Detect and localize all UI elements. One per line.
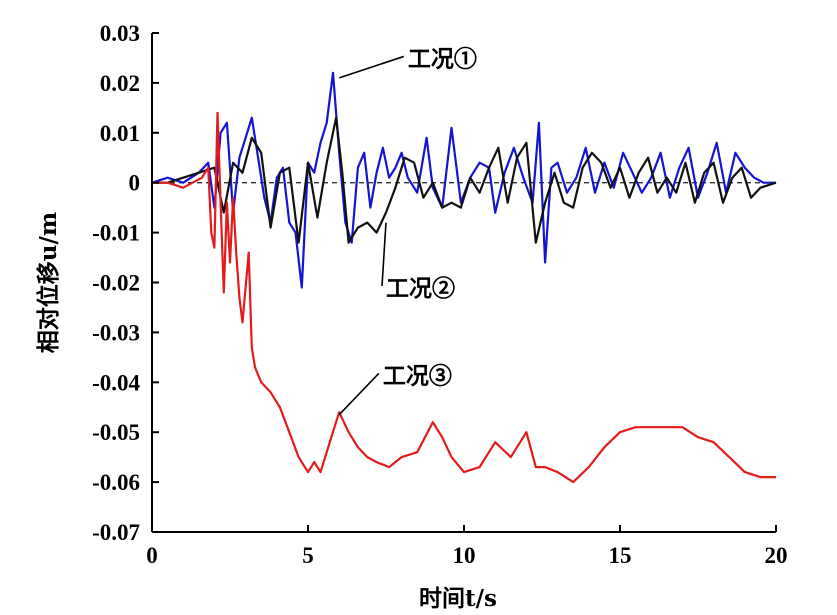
plot-area [151, 71, 777, 484]
x-tick-label: 15 [609, 543, 632, 568]
y-tick-label: -0.04 [92, 370, 140, 395]
y-tick-label: -0.07 [92, 520, 140, 545]
y-tick-label: -0.03 [92, 320, 140, 345]
y-tick-label: 0.03 [100, 21, 140, 46]
y-tick-label: -0.02 [92, 271, 140, 296]
x-tick-label: 10 [453, 543, 476, 568]
y-tick-label: -0.05 [92, 420, 140, 445]
series-line-2 [152, 116, 777, 244]
y-tick-label: -0.06 [92, 470, 140, 495]
y-axis-label: 相对位移u/m [35, 212, 62, 353]
annotation-leader-1 [338, 55, 405, 79]
y-tick-label: 0.02 [100, 71, 140, 96]
x-tick-label: 5 [302, 543, 314, 568]
annotation-leader-2 [381, 222, 387, 287]
annotation-label-3: 工况③ [383, 362, 452, 389]
y-tick-label: 0.01 [100, 121, 140, 146]
y-tick-label: 0 [129, 171, 141, 196]
annotation-label-2: 工况② [386, 275, 455, 302]
x-axis-label: 时间t/s [419, 585, 497, 612]
x-tick-label: 20 [765, 543, 788, 568]
annotation-leader-3 [338, 372, 380, 416]
x-tick-label: 0 [146, 543, 158, 568]
series-line-3 [152, 111, 776, 484]
annotation-label-1: 工况① [408, 45, 477, 72]
y-tick-label: -0.01 [92, 221, 140, 246]
annotations: 工况① 工况② 工况③ [338, 45, 477, 416]
axes: 相对位移u/m 时间t/s 0.03 0.02 0.01 0 -0.01 -0.02 -0.… [35, 21, 788, 612]
series-line-1 [151, 71, 776, 289]
